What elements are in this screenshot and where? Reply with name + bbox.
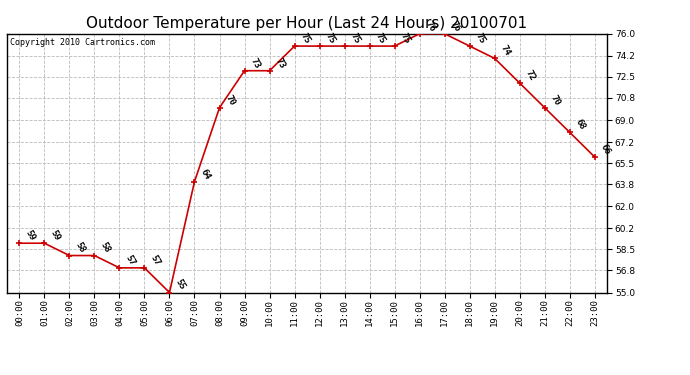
Text: 72: 72 [524,69,537,82]
Text: 64: 64 [199,167,212,181]
Text: 57: 57 [124,253,137,267]
Text: 70: 70 [224,93,237,107]
Text: 57: 57 [148,253,161,267]
Text: Copyright 2010 Cartronics.com: Copyright 2010 Cartronics.com [10,38,155,46]
Text: 73: 73 [248,56,262,70]
Text: 76: 76 [448,19,462,33]
Text: 74: 74 [499,44,512,58]
Text: 75: 75 [324,32,337,45]
Text: 66: 66 [599,142,612,156]
Text: 75: 75 [348,32,362,45]
Title: Outdoor Temperature per Hour (Last 24 Hours) 20100701: Outdoor Temperature per Hour (Last 24 Ho… [86,16,528,31]
Text: 55: 55 [174,278,187,292]
Text: 59: 59 [48,229,61,242]
Text: 70: 70 [549,93,562,107]
Text: 73: 73 [274,56,287,70]
Text: 75: 75 [474,32,487,45]
Text: 75: 75 [399,32,412,45]
Text: 59: 59 [23,229,37,242]
Text: 75: 75 [374,32,387,45]
Text: 75: 75 [299,32,312,45]
Text: 58: 58 [99,241,112,255]
Text: 58: 58 [74,241,87,255]
Text: 76: 76 [424,19,437,33]
Text: 68: 68 [574,118,587,132]
